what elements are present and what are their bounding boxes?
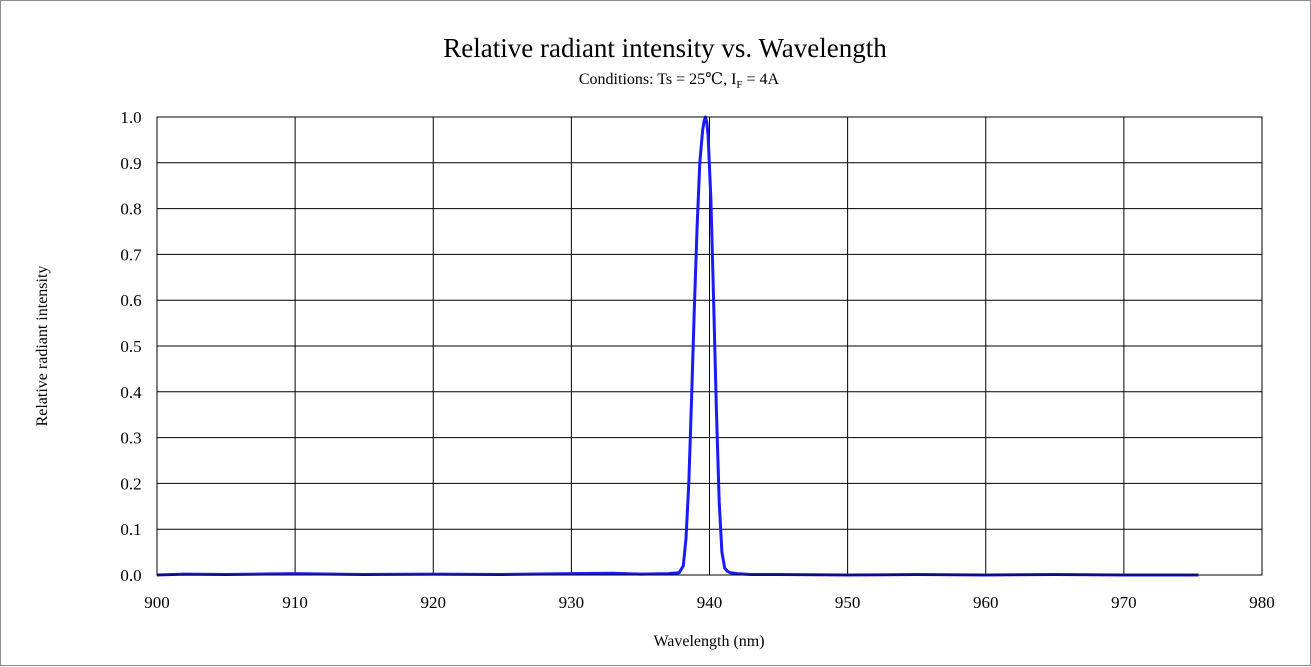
x-tick-label: 900: [144, 593, 170, 612]
x-axis-label: Wavelength (nm): [653, 633, 764, 650]
x-tick-label: 940: [697, 593, 723, 612]
y-tick-label: 0.7: [120, 245, 142, 264]
chart-subtitle: Conditions: Ts = 25℃, IF = 4A: [579, 71, 780, 91]
plot-border: [156, 116, 1263, 576]
y-tick-label: 0.8: [120, 200, 141, 219]
x-tick-label: 980: [1249, 593, 1275, 612]
chart-title: Relative radiant intensity vs. Wavelengt…: [443, 33, 887, 63]
y-tick-label: 0.9: [120, 154, 141, 173]
subtitle-prefix: Conditions: Ts = 25℃, I: [579, 71, 737, 88]
tick-labels: 900 910 920 930 940 950 960 970 980 0.0 0.1 0.2 0.3 0…: [120, 108, 1274, 612]
y-tick-label: 0.4: [120, 383, 142, 402]
y-tick-label: 0.0: [120, 566, 141, 585]
x-tick-label: 970: [1111, 593, 1137, 612]
y-tick-label: 0.2: [120, 474, 141, 493]
y-tick-label: 0.3: [120, 429, 141, 448]
x-tick-label: 910: [282, 593, 308, 612]
subtitle-suffix: = 4A: [743, 71, 780, 88]
y-tick-label: 1.0: [120, 108, 141, 127]
y-axis-label: Relative radiant intensity: [34, 266, 51, 427]
x-tick-label: 920: [421, 593, 447, 612]
y-tick-label: 0.6: [120, 291, 141, 310]
y-tick-label: 0.1: [120, 520, 141, 539]
y-tick-label: 0.5: [120, 337, 141, 356]
subtitle-subscript: F: [736, 79, 742, 91]
x-tick-label: 950: [835, 593, 861, 612]
x-tick-label: 930: [559, 593, 585, 612]
x-tick-label: 960: [973, 593, 999, 612]
